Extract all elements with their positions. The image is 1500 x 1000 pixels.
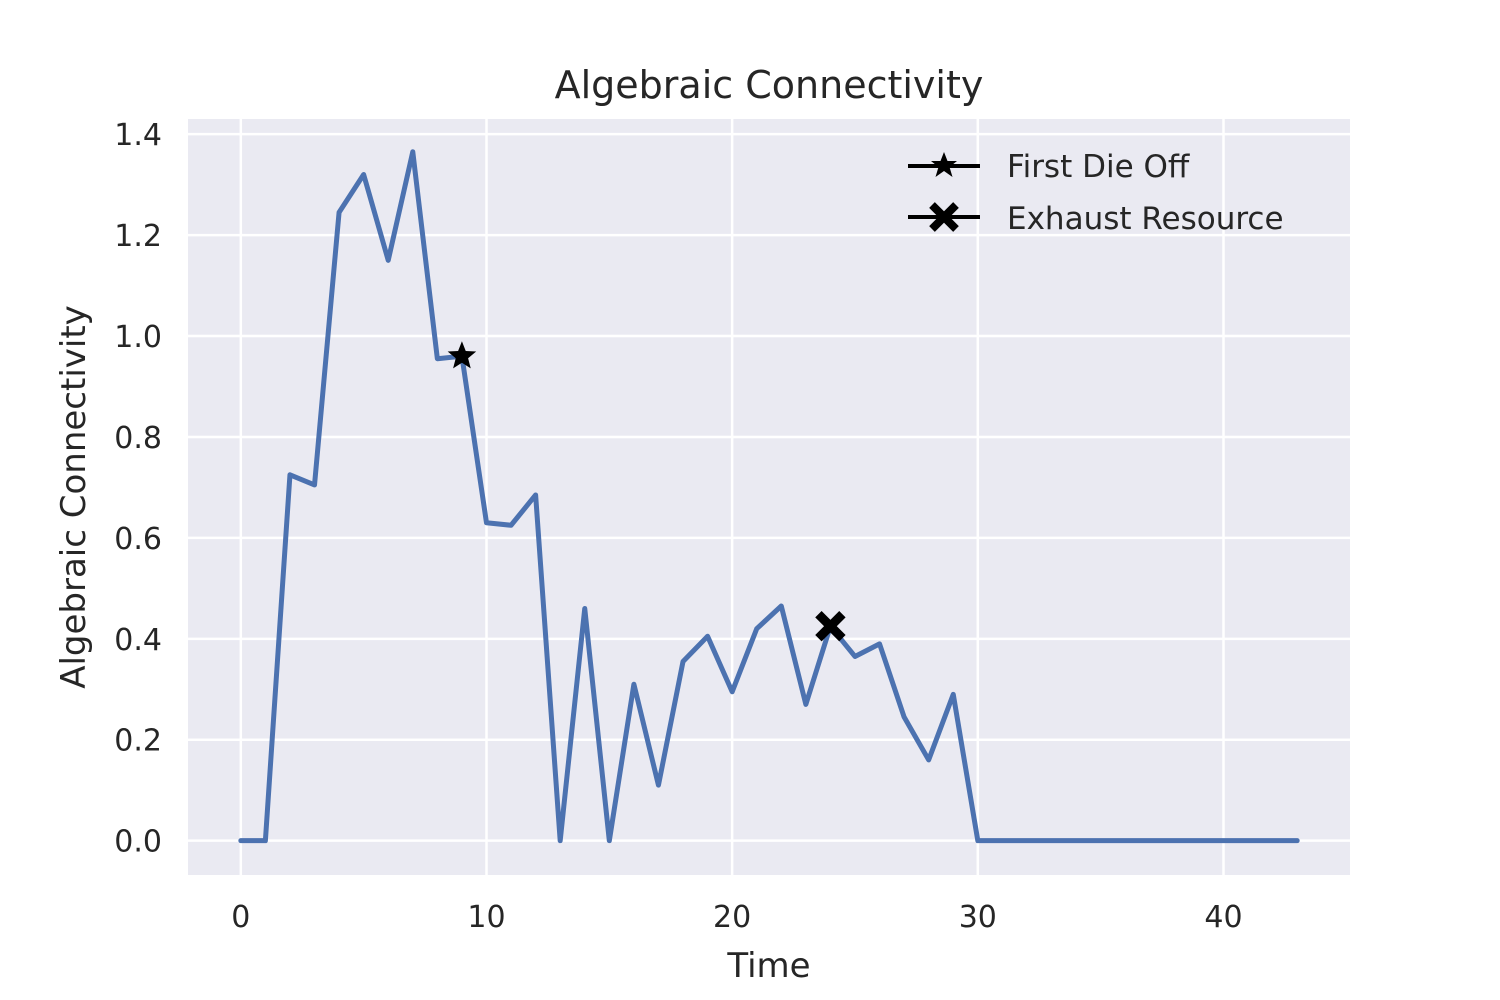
y-tick-label: 1.2 [114, 219, 162, 254]
y-tick-label: 0.8 [114, 421, 162, 456]
x-tick-labels: 0 10 20 30 40 [231, 900, 1242, 935]
x-marker-icon [929, 202, 959, 232]
grid [188, 119, 1350, 875]
x-axis-label: Time [726, 946, 810, 986]
series-line [238, 149, 1300, 844]
y-tick-label: 0.4 [114, 623, 162, 658]
y-tick-label: 1.4 [114, 118, 162, 153]
exhaust-resource-marker [815, 611, 846, 642]
x-tick-label: 20 [713, 900, 751, 935]
event-markers [447, 341, 846, 642]
star-icon [931, 152, 957, 177]
x-tick-label: 40 [1204, 900, 1242, 935]
x-tick-label: 10 [467, 900, 505, 935]
y-tick-label: 1.0 [114, 320, 162, 355]
chart-title: Algebraic Connectivity [555, 63, 984, 107]
y-tick-label: 0.2 [114, 724, 162, 759]
legend-label-first-die-off: First Die Off [1007, 149, 1190, 185]
y-tick-label: 0.6 [114, 522, 162, 557]
legend: First Die Off Exhaust Resource [908, 149, 1284, 237]
y-axis-label: Algebraic Connectivity [54, 305, 94, 689]
series-group [238, 149, 1300, 844]
y-tick-label: 0.0 [114, 825, 162, 860]
legend-label-exhaust-resource: Exhaust Resource [1007, 201, 1284, 237]
x-tick-label: 30 [959, 900, 997, 935]
y-tick-labels: 0.0 0.2 0.4 0.6 0.8 1.0 1.2 1.4 [114, 118, 162, 860]
x-tick-label: 0 [231, 900, 250, 935]
first-die-off-marker [447, 341, 477, 369]
